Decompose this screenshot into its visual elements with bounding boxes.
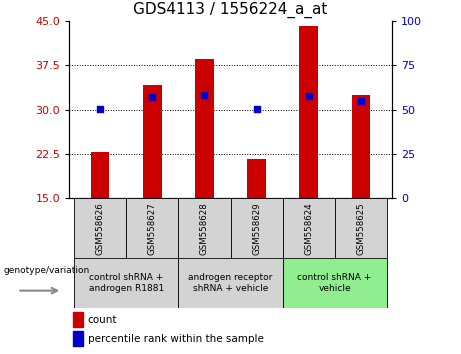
Text: androgen receptor
shRNA + vehicle: androgen receptor shRNA + vehicle (188, 274, 273, 293)
Point (201, 92, 208, 98)
Text: GSM558624: GSM558624 (304, 202, 313, 255)
FancyBboxPatch shape (283, 258, 387, 308)
Point (253, 106, 260, 112)
Text: GSM558628: GSM558628 (200, 202, 209, 255)
Text: GSM558629: GSM558629 (252, 202, 261, 255)
FancyBboxPatch shape (283, 198, 335, 258)
Title: GDS4113 / 1556224_a_at: GDS4113 / 1556224_a_at (133, 2, 328, 18)
Text: genotype/variation: genotype/variation (4, 266, 90, 275)
Bar (352, 95, 370, 198)
Bar (91, 152, 110, 198)
Text: GSM558627: GSM558627 (148, 202, 157, 255)
Text: count: count (88, 315, 117, 325)
Bar (73, 331, 83, 346)
FancyBboxPatch shape (74, 198, 126, 258)
Text: GSM558625: GSM558625 (356, 202, 365, 255)
FancyBboxPatch shape (126, 198, 178, 258)
Bar (143, 85, 161, 198)
Point (97, 106, 104, 112)
Point (305, 93, 312, 98)
FancyBboxPatch shape (335, 198, 387, 258)
FancyBboxPatch shape (178, 198, 230, 258)
FancyBboxPatch shape (178, 258, 283, 308)
Point (149, 95, 156, 100)
FancyBboxPatch shape (74, 258, 178, 308)
Text: percentile rank within the sample: percentile rank within the sample (88, 334, 264, 344)
Bar (248, 159, 266, 198)
FancyBboxPatch shape (230, 198, 283, 258)
Bar (195, 59, 213, 198)
Point (357, 98, 364, 104)
Text: control shRNA +
vehicle: control shRNA + vehicle (297, 274, 372, 293)
Text: GSM558626: GSM558626 (96, 202, 105, 255)
Text: control shRNA +
androgen R1881: control shRNA + androgen R1881 (89, 274, 164, 293)
Bar (73, 312, 83, 327)
Bar (300, 26, 318, 198)
